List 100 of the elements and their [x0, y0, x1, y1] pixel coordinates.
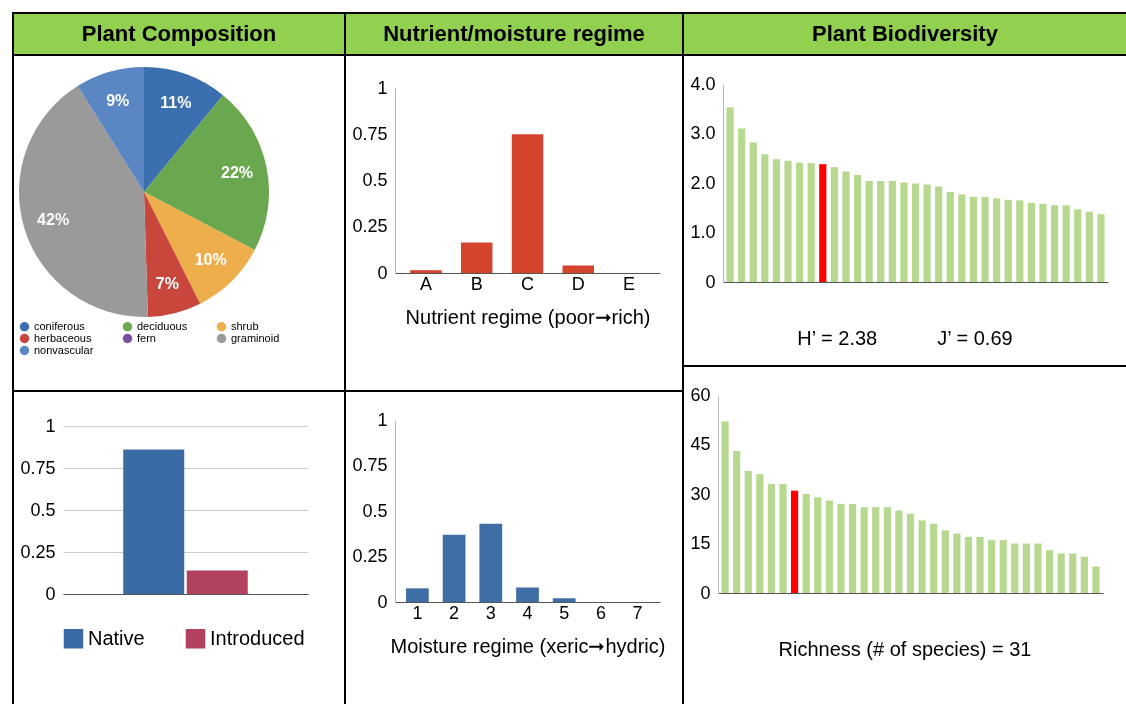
y-tick-label: 1	[377, 77, 388, 98]
y-tick-label: 0	[377, 591, 388, 612]
bar	[906, 513, 915, 593]
bar	[406, 588, 429, 602]
bar	[918, 520, 926, 593]
bar	[807, 163, 815, 282]
y-tick-label: 0.25	[352, 546, 388, 566]
legend-label: Native	[88, 626, 145, 649]
bar	[1004, 199, 1012, 282]
bar	[726, 107, 734, 282]
bar	[825, 500, 833, 593]
legend-label: shrub	[231, 319, 259, 332]
bar	[1045, 550, 1054, 593]
pie-slice	[77, 67, 144, 192]
x-tick-label: 7	[632, 602, 643, 623]
bar	[981, 196, 989, 282]
data-label: 7%	[155, 275, 179, 293]
y-tick-label: 0.5	[30, 499, 56, 520]
bar	[877, 181, 885, 282]
bar	[935, 186, 943, 282]
data-label: 11%	[160, 93, 192, 111]
bar	[1011, 543, 1019, 593]
bar	[941, 530, 949, 593]
x-axis-title: Nutrient regime (poor➞rich)	[405, 305, 651, 328]
bar	[895, 510, 903, 593]
x-tick-label: D	[571, 273, 585, 294]
bar	[1069, 553, 1077, 593]
bar	[1034, 543, 1042, 593]
bar	[756, 474, 764, 593]
chart-title: Nutrient/moisture regime	[346, 14, 682, 56]
x-tick-label: 3	[485, 602, 496, 623]
legend-label: deciduous	[137, 319, 188, 332]
bar	[969, 196, 978, 282]
bar	[900, 182, 908, 282]
y-tick-label: 30	[690, 483, 711, 504]
x-tick-label: A	[419, 273, 432, 294]
legend-label: nonvascular	[34, 343, 94, 356]
x-tick-label: 5	[559, 602, 570, 623]
bar	[562, 265, 594, 273]
bar	[923, 184, 931, 282]
y-tick-label: 2.0	[690, 172, 716, 193]
bar	[964, 536, 973, 593]
x-tick-label: 2	[449, 602, 460, 623]
y-tick-label: 1.0	[690, 222, 716, 242]
x-tick-label: 4	[522, 602, 533, 623]
bar	[1022, 543, 1030, 593]
bar	[930, 523, 938, 593]
data-label: 22%	[221, 163, 254, 181]
y-tick-label: 0	[377, 262, 388, 283]
bar	[779, 484, 787, 593]
bar	[883, 507, 891, 593]
y-tick-label: 0.5	[362, 170, 388, 190]
bar	[1039, 203, 1047, 282]
legend-label: fern	[137, 331, 156, 344]
x-axis-title: Moisture regime (xeric➞hydric)	[390, 634, 666, 657]
legend-label: coniferous	[34, 319, 86, 332]
bar	[988, 540, 996, 593]
y-tick-label: 0.75	[20, 457, 56, 478]
pie-slice	[144, 95, 269, 250]
bar	[842, 171, 850, 282]
bar	[1074, 209, 1082, 282]
text: H’ = 2.38	[797, 327, 878, 350]
pie-slice	[19, 86, 148, 317]
y-tick-label: 60	[690, 384, 711, 405]
y-tick-label: 45	[690, 434, 711, 454]
bar	[1097, 214, 1105, 282]
data-label: 9%	[106, 91, 130, 109]
bar	[837, 503, 845, 593]
bar	[772, 159, 781, 282]
bar	[830, 167, 838, 282]
bar	[999, 540, 1007, 593]
y-tick-label: 0.75	[352, 123, 388, 144]
y-tick-label: 0.25	[352, 216, 388, 237]
bar	[767, 484, 776, 593]
x-tick-label: B	[470, 273, 483, 294]
y-tick-label: 0	[700, 582, 711, 603]
x-tick-label: 6	[595, 602, 606, 623]
bar	[1085, 211, 1093, 282]
y-tick-label: 1	[377, 409, 388, 430]
bar	[784, 160, 792, 282]
text: J’ = 0.69	[937, 327, 1013, 350]
bar	[976, 536, 984, 593]
bar	[1080, 556, 1088, 593]
bar	[738, 128, 746, 282]
bar	[819, 164, 827, 282]
bar	[848, 503, 857, 593]
y-tick-label: 4.0	[690, 73, 716, 94]
bar	[1027, 202, 1035, 282]
bar	[1092, 566, 1100, 593]
bar	[733, 451, 741, 593]
text: Richness (# of species) = 31	[778, 638, 1032, 661]
y-tick-label: 15	[690, 533, 711, 553]
bar	[853, 175, 862, 282]
y-tick-label: 1	[45, 415, 56, 436]
bar	[442, 534, 466, 602]
bar	[993, 198, 1001, 282]
bar	[865, 181, 873, 282]
data-label: 10%	[194, 250, 227, 268]
bar	[911, 183, 920, 282]
y-tick-label: 0.75	[352, 455, 388, 475]
